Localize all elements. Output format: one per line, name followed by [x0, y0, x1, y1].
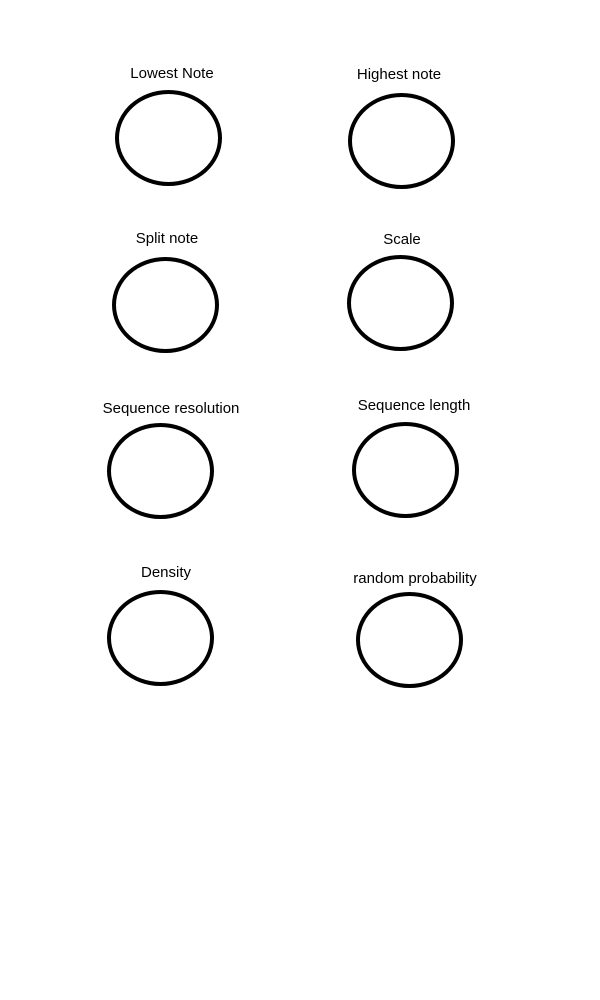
- scale-knob[interactable]: [347, 255, 454, 351]
- sequence-length-knob[interactable]: [352, 422, 459, 518]
- sequence-resolution-label: Sequence resolution: [102, 400, 240, 417]
- split-note-knob[interactable]: [112, 257, 219, 353]
- random-probability-label: random probability: [353, 570, 477, 587]
- sequence-length-label: Sequence length: [357, 397, 471, 414]
- lowest-note-knob[interactable]: [115, 90, 222, 186]
- sequence-resolution-knob[interactable]: [107, 423, 214, 519]
- random-probability-knob[interactable]: [356, 592, 463, 688]
- density-label: Density: [140, 564, 192, 581]
- density-knob[interactable]: [107, 590, 214, 686]
- split-note-label: Split note: [135, 230, 199, 247]
- scale-label: Scale: [383, 231, 421, 248]
- highest-note-label: Highest note: [356, 66, 442, 83]
- highest-note-knob[interactable]: [348, 93, 455, 189]
- lowest-note-label: Lowest Note: [130, 65, 214, 82]
